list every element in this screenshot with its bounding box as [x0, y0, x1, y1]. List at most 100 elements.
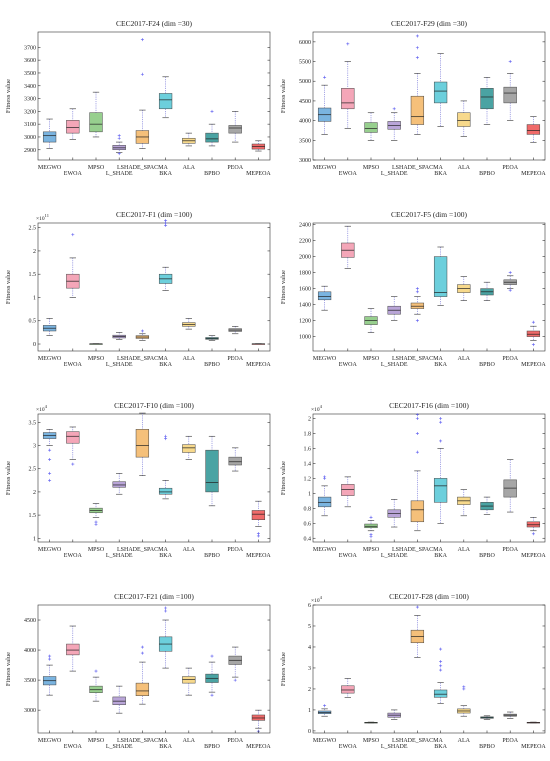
x-tick-label: MPSO	[88, 165, 105, 171]
y-tick-label: 0.4	[304, 536, 312, 542]
box-L_SHADE	[387, 296, 401, 321]
box-PEOA	[503, 711, 517, 719]
plot-frame	[37, 222, 271, 352]
y-tick-label: 1.6	[304, 446, 312, 452]
box-LSHADE_SPACMA	[135, 38, 150, 149]
plot-frame	[312, 604, 546, 734]
outlier-point	[140, 645, 144, 649]
y-exponent-label: ×104	[311, 595, 323, 604]
x-tick-label: L_SHADE	[381, 362, 408, 368]
box-PEOA	[503, 60, 517, 121]
x-tick-label: L_SHADE	[381, 744, 408, 750]
x-tick-label: EWOA	[64, 171, 83, 177]
outlier-point	[48, 448, 52, 452]
box-iqr	[228, 125, 242, 134]
y-tick-label: 3500	[24, 678, 36, 684]
x-tick-label: LSHADE_SPACMA	[117, 738, 168, 744]
x-tick-label: ALA	[458, 738, 471, 744]
box-iqr	[135, 429, 150, 458]
chart-title: CEC2017-F28 (dim =100)	[389, 592, 469, 601]
box-MEGWO	[317, 475, 332, 517]
box-ALA	[457, 489, 471, 517]
box-iqr	[89, 112, 103, 133]
outlier-point	[439, 664, 443, 668]
outlier-point	[508, 271, 512, 275]
y-tick-label: 5500	[299, 60, 311, 66]
outlier-point	[94, 669, 98, 673]
box-MEGWO	[317, 704, 332, 717]
outlier-point	[392, 107, 396, 111]
x-tick-label: BPBO	[479, 553, 495, 559]
box-ALA	[457, 100, 471, 137]
y-tick-label: 2	[308, 416, 311, 422]
box-L_SHADE	[112, 685, 126, 714]
outlier-point	[48, 478, 52, 482]
box-iqr	[410, 302, 425, 309]
chart-title: CEC2017-F1 (dim =100)	[116, 210, 192, 219]
y-tick-label: 2900	[24, 148, 36, 154]
box-ALA	[182, 132, 196, 147]
box-LSHADE_SPACMA	[410, 34, 425, 135]
x-tick-label: BKA	[159, 744, 172, 750]
box-iqr	[433, 689, 448, 698]
x-tick-label: LSHADE_SPACMA	[392, 165, 443, 171]
chart-title: CEC2017-F24 (dim =30)	[116, 19, 192, 28]
outlier-point	[323, 75, 327, 79]
x-tick-label: BKA	[434, 744, 447, 750]
y-tick-label: 1.5	[29, 513, 37, 519]
box-MEPEOA	[526, 516, 541, 536]
outlier-point	[71, 462, 75, 466]
outlier-point	[48, 654, 52, 658]
y-tick-label: 3	[33, 444, 36, 450]
chart-title: CEC2017-F21 (dim =100)	[114, 592, 194, 601]
box-PEOA	[503, 271, 517, 292]
outlier-point	[415, 46, 419, 50]
plot-frame	[37, 413, 271, 543]
chart-panel-3: CEC2017-F1 (dim =100) ×1011 Fitness value 0…	[5, 210, 271, 368]
x-tick-label: MEPEOA	[521, 553, 546, 559]
plot-frame	[312, 413, 546, 543]
box-PEOA	[228, 447, 242, 472]
x-tick-label: PEOA	[227, 165, 243, 171]
outlier-point	[462, 685, 466, 689]
box-iqr	[228, 456, 242, 466]
x-tick-label: MEGWO	[313, 165, 337, 171]
y-tick-label: 2	[33, 249, 36, 255]
chart-title: CEC2017-F10 (dim =100)	[114, 401, 194, 410]
y-axis-label: Fitness value	[5, 270, 12, 304]
y-tick-label: 3000	[24, 708, 36, 714]
y-tick-label: 3700	[24, 45, 36, 51]
x-tick-label: PEOA	[502, 547, 518, 553]
x-tick-label: PEOA	[502, 356, 518, 362]
outlier-point	[415, 319, 419, 323]
y-tick-label: 5	[308, 624, 311, 630]
x-tick-label: ALA	[183, 356, 196, 362]
box-EWOA	[341, 225, 355, 269]
outlier-point	[369, 533, 373, 537]
y-tick-label: 1	[33, 536, 36, 542]
box-ALA	[182, 435, 196, 460]
box-L_SHADE	[387, 107, 401, 141]
y-tick-label: 0.5	[29, 319, 37, 325]
box-LSHADE_SPACMA	[410, 413, 425, 532]
y-tick-label: 3000	[24, 135, 36, 141]
outlier-point	[140, 329, 144, 333]
chart-title: CEC2017-F16 (dim =100)	[389, 401, 469, 410]
outlier-point	[439, 660, 443, 664]
x-tick-label: EWOA	[64, 553, 83, 559]
outlier-point	[531, 343, 535, 347]
x-tick-label: MPSO	[88, 356, 105, 362]
box-MEPEOA	[251, 140, 266, 152]
box-EWOA	[341, 678, 355, 698]
outlier-point	[415, 431, 419, 435]
box-iqr	[433, 478, 448, 503]
box-BPBO	[205, 654, 219, 697]
box-PEOA	[228, 646, 242, 682]
box-BKA	[158, 76, 173, 119]
x-tick-label: ALA	[183, 547, 196, 553]
box-MPSO	[364, 721, 378, 724]
outlier-point	[210, 109, 214, 113]
box-iqr	[410, 95, 425, 125]
outlier-point	[164, 219, 168, 223]
box-ALA	[457, 685, 471, 717]
